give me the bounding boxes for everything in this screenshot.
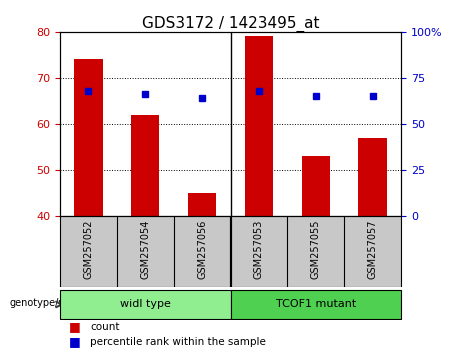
Bar xyxy=(245,36,273,216)
Bar xyxy=(358,138,387,216)
Text: GSM257055: GSM257055 xyxy=(311,219,321,279)
Bar xyxy=(131,115,160,216)
Text: percentile rank within the sample: percentile rank within the sample xyxy=(90,337,266,347)
Bar xyxy=(74,59,102,216)
Text: count: count xyxy=(90,322,119,332)
Text: ■: ■ xyxy=(69,320,81,333)
Text: genotype/variation: genotype/variation xyxy=(9,298,102,308)
Title: GDS3172 / 1423495_at: GDS3172 / 1423495_at xyxy=(142,16,319,32)
Text: GSM257054: GSM257054 xyxy=(140,219,150,279)
Bar xyxy=(60,290,230,319)
Text: GSM257052: GSM257052 xyxy=(83,219,94,279)
Text: widl type: widl type xyxy=(120,299,171,309)
Text: GSM257053: GSM257053 xyxy=(254,219,264,279)
Bar xyxy=(188,193,216,216)
Bar xyxy=(230,290,401,319)
Text: GSM257056: GSM257056 xyxy=(197,219,207,279)
Text: ■: ■ xyxy=(69,336,81,349)
Text: TCOF1 mutant: TCOF1 mutant xyxy=(276,299,356,309)
Bar xyxy=(301,156,330,216)
Text: GSM257057: GSM257057 xyxy=(367,219,378,279)
